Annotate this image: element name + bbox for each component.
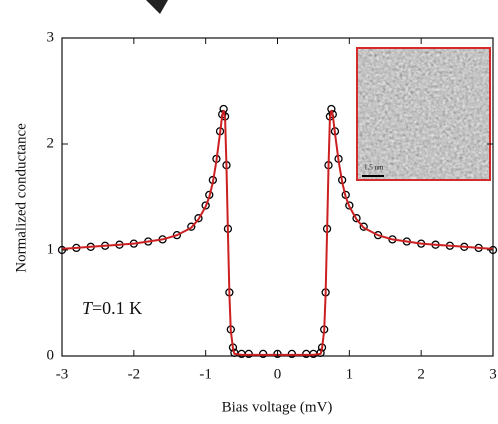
x-tick-label: 1 <box>346 366 354 382</box>
arrow-fragment <box>146 0 168 14</box>
x-tick-label: -2 <box>128 366 141 382</box>
temperature-annotation: T=0.1 K <box>82 298 142 318</box>
inset-picture <box>357 48 490 180</box>
x-tick-label: -1 <box>199 366 212 382</box>
inset-image: 1.5 nm <box>357 48 490 180</box>
y-tick-label: 1 <box>47 241 55 257</box>
x-tick-label: 0 <box>274 366 282 382</box>
x-tick-label: 2 <box>417 366 425 382</box>
scale-label: 1.5 nm <box>364 164 384 172</box>
annotation-text: =0.1 K <box>92 298 142 318</box>
y-tick-label: 2 <box>47 135 55 151</box>
x-tick-label: 3 <box>489 366 497 382</box>
x-axis-label: Bias voltage (mV) <box>222 399 333 415</box>
chart: 1.5 nm Bias voltage (mV) Normalized cond… <box>0 0 498 419</box>
x-tick-label: -3 <box>56 366 69 382</box>
y-axis-label: Normalized conductance <box>13 123 29 273</box>
y-tick-label: 0 <box>47 347 55 363</box>
y-tick-label: 3 <box>47 29 55 45</box>
